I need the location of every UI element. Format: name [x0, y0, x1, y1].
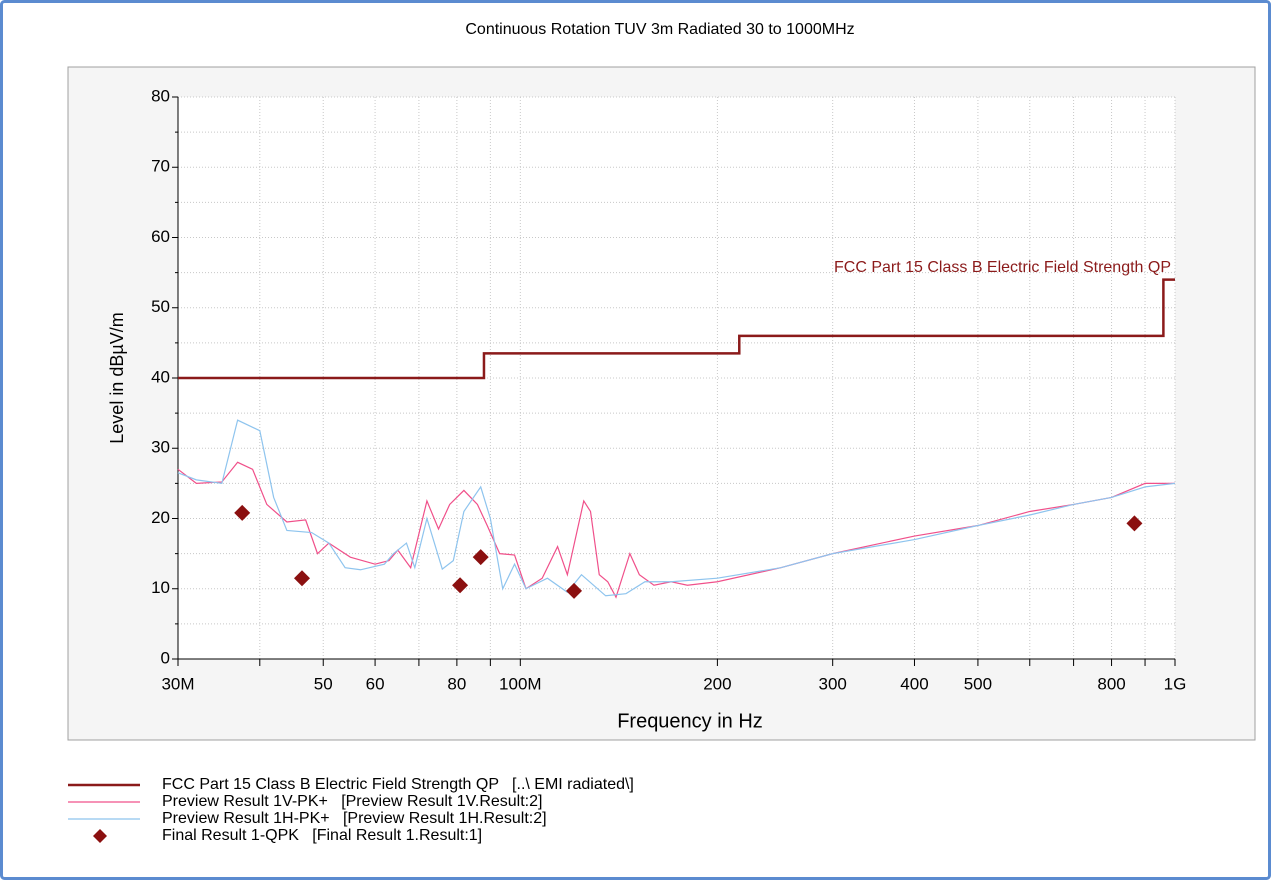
x-axis-label: Frequency in Hz	[617, 710, 763, 732]
x-tick-label: 60	[366, 674, 385, 693]
y-tick-label: 70	[151, 157, 170, 176]
final-result-marker	[234, 504, 251, 521]
y-tick-label: 20	[151, 508, 170, 527]
x-tick-label: 100M	[499, 674, 542, 693]
y-tick-label: 80	[151, 86, 170, 105]
legend-label: Preview Result 1H-PK+ [Preview Result 1H…	[162, 810, 547, 827]
legend-label: Final Result 1-QPK [Final Result 1.Resul…	[162, 827, 482, 844]
legend-label: FCC Part 15 Class B Electric Field Stren…	[162, 776, 634, 793]
y-tick-label: 30	[151, 438, 170, 457]
final-result-marker	[1126, 515, 1143, 532]
legend-marker	[93, 829, 107, 843]
x-tick-label: 500	[964, 674, 992, 693]
y-tick-label: 60	[151, 227, 170, 246]
final-result-marker	[293, 570, 310, 587]
grid	[172, 96, 1176, 666]
final-result-marker	[566, 582, 583, 599]
y-tick-label: 0	[161, 648, 170, 667]
y-tick-label: 10	[151, 578, 170, 597]
x-tick-label: 800	[1097, 674, 1125, 693]
final-result-marker	[472, 549, 489, 566]
x-tick-label: 50	[314, 674, 333, 693]
series-line	[178, 278, 1175, 380]
x-tick-label: 300	[818, 674, 846, 693]
y-tick-label: 40	[151, 367, 170, 386]
legend: FCC Part 15 Class B Electric Field Stren…	[68, 776, 634, 844]
marks	[177, 278, 1176, 599]
x-tick-label: 1G	[1164, 674, 1187, 693]
chart-title: Continuous Rotation TUV 3m Radiated 30 t…	[465, 21, 854, 38]
x-tick-label: 80	[447, 674, 466, 693]
limit-annotation: FCC Part 15 Class B Electric Field Stren…	[834, 259, 1171, 276]
series-line	[177, 419, 1176, 597]
x-tick-label: 200	[703, 674, 731, 693]
y-tick-label: 50	[151, 297, 170, 316]
final-result-marker	[452, 577, 469, 594]
x-tick-label: 30M	[161, 674, 194, 693]
legend-label: Preview Result 1V-PK+ [Preview Result 1V…	[162, 793, 542, 810]
x-tick-label: 400	[900, 674, 928, 693]
y-axis-label: Level in dBµV/m	[107, 312, 127, 443]
